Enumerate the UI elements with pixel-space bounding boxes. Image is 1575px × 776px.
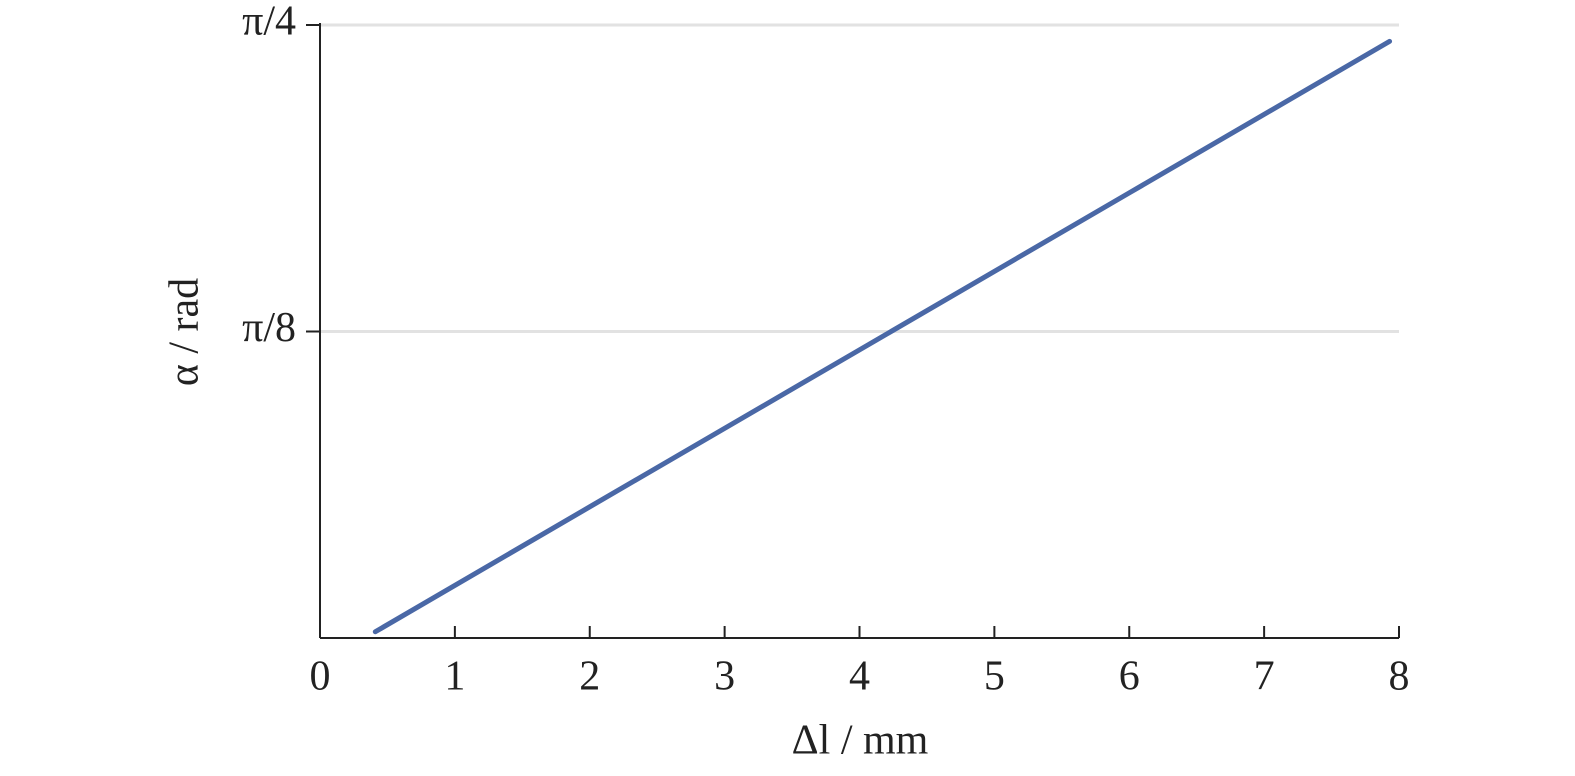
x-tick-label: 8 (1389, 654, 1410, 700)
x-axis-label: Δl / mm (792, 718, 929, 764)
x-tick-label: 5 (984, 654, 1005, 700)
y-tick-label: π/8 (242, 305, 296, 351)
x-tick-label: 3 (714, 654, 735, 700)
y-axis-label: α / rad (162, 278, 208, 386)
y-tick-label: π/4 (242, 0, 296, 45)
x-tick-label: 7 (1254, 654, 1275, 700)
x-tick-label: 2 (579, 654, 600, 700)
x-tick-label: 4 (849, 654, 870, 700)
x-tick-label: 6 (1119, 654, 1140, 700)
x-tick-label: 0 (310, 654, 331, 700)
data-line (372, 38, 1393, 635)
x-tick-label: 1 (444, 654, 465, 700)
